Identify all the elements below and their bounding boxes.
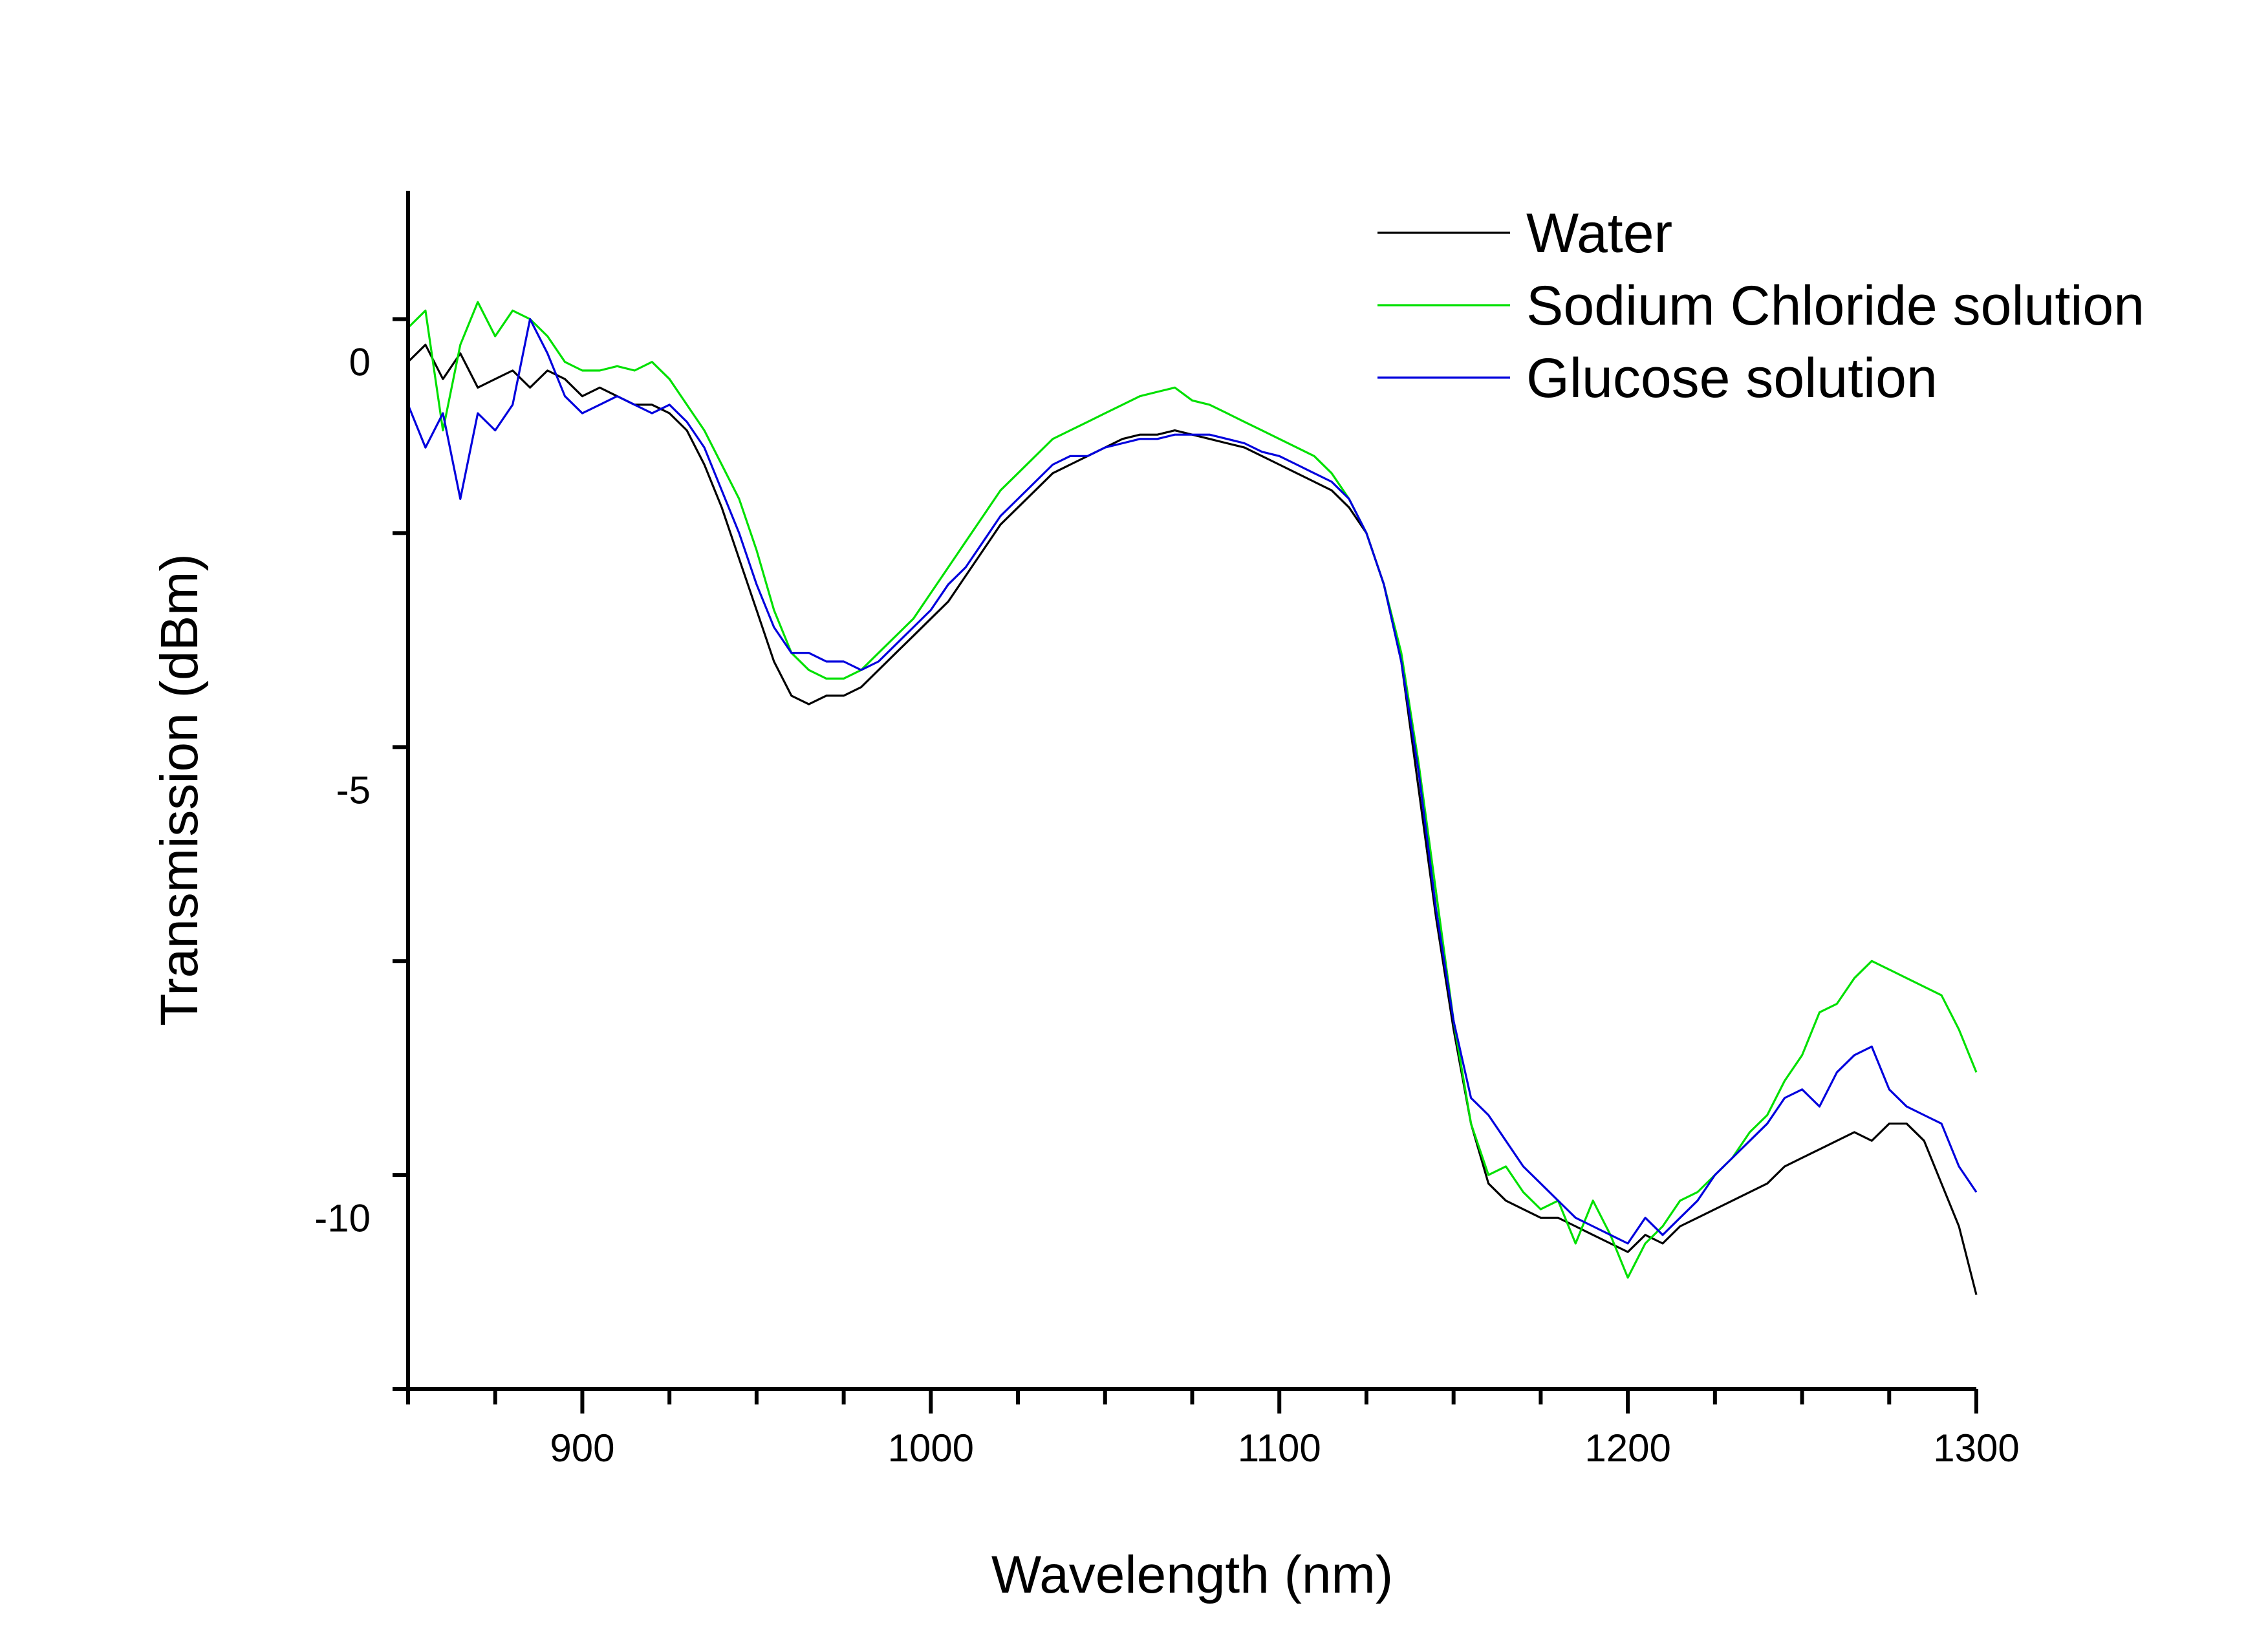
y-tick-label: -5	[336, 769, 371, 812]
legend-label: Water	[1526, 202, 1672, 264]
series-line-glucose-solution	[407, 317, 1978, 1245]
legend-label: Sodium Chloride solution	[1526, 275, 2144, 337]
y-axis-title: Transmission (dBm)	[150, 554, 209, 1026]
y-ticks: 0 -5 -10	[314, 317, 408, 1391]
legend: Water Sodium Chloride solution Glucose sol…	[1377, 202, 2144, 409]
x-tick-label: 1200	[1584, 1426, 1670, 1470]
x-tick-label: 1300	[1933, 1426, 2019, 1470]
series-line-water	[407, 343, 1978, 1295]
x-tick-label: 1100	[1238, 1426, 1321, 1470]
x-axis-title: Wavelength (nm)	[991, 1545, 1393, 1604]
x-tick-label: 900	[550, 1426, 614, 1470]
x-ticks: 900 1000 1100 1200 1300	[406, 1389, 2020, 1470]
series-group	[407, 301, 1978, 1295]
x-tick-label: 1000	[888, 1426, 974, 1470]
legend-label: Glucose solution	[1526, 347, 1938, 409]
y-tick-label: 0	[349, 341, 371, 384]
y-tick-label: -10	[314, 1196, 371, 1240]
series-line-sodium-chloride-solution	[407, 301, 1978, 1279]
